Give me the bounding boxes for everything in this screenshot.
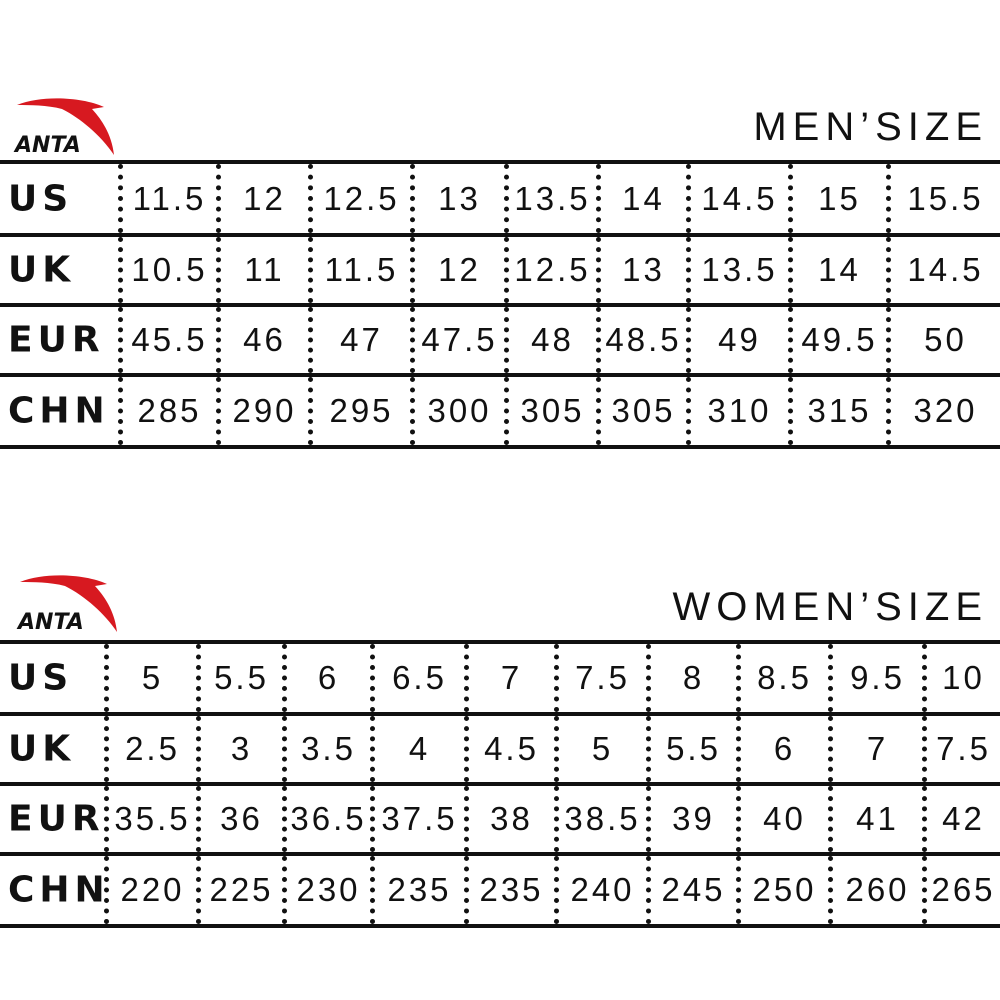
- size-cell: 6.5: [370, 644, 464, 712]
- size-row-us: US 5 5.5 6 6.5 7 7.5 8 8.5 9.5 10: [0, 640, 1000, 712]
- size-cell: 250: [736, 856, 828, 924]
- size-cell: 47.5: [410, 307, 504, 373]
- row-label: UK: [8, 249, 76, 291]
- row-label: EUR: [8, 798, 105, 840]
- size-cell: 320: [886, 377, 1000, 445]
- size-cell: 15: [788, 164, 886, 233]
- size-cell: 38.5: [554, 786, 646, 852]
- size-row-uk: UK 10.5 11 11.5 12 12.5 13 13.5 14 14.5: [0, 233, 1000, 303]
- row-label: US: [8, 657, 74, 699]
- size-cell: 260: [828, 856, 922, 924]
- size-cell: 220: [104, 856, 196, 924]
- size-cell: 11.5: [118, 164, 216, 233]
- size-cell: 11.5: [308, 237, 410, 303]
- row-label: US: [8, 178, 74, 219]
- size-cell: 36.5: [282, 786, 370, 852]
- size-cell: 47: [308, 307, 410, 373]
- size-cell: 13.5: [504, 164, 596, 233]
- size-cell: 9.5: [828, 644, 922, 712]
- size-row-uk: UK 2.5 3 3.5 4 4.5 5 5.5 6 7 7.5: [0, 712, 1000, 782]
- size-cell: 230: [282, 856, 370, 924]
- size-cell: 13: [410, 164, 504, 233]
- size-cell: 38: [464, 786, 554, 852]
- size-cell: 240: [554, 856, 646, 924]
- size-cell: 10: [922, 644, 1000, 712]
- size-cell: 285: [118, 377, 216, 445]
- size-row-chn: CHN 220 225 230 235 235 240 245 250 260 265: [0, 852, 1000, 928]
- size-cell: 4.5: [464, 716, 554, 782]
- size-cell: 305: [596, 377, 686, 445]
- size-cell: 36: [196, 786, 282, 852]
- size-cell: 13.5: [686, 237, 788, 303]
- size-cell: 40: [736, 786, 828, 852]
- size-cell: 14.5: [886, 237, 1000, 303]
- size-cell: 12.5: [308, 164, 410, 233]
- size-cell: 3: [196, 716, 282, 782]
- size-cell: 35.5: [104, 786, 196, 852]
- size-cell: 300: [410, 377, 504, 445]
- size-cell: 11: [216, 237, 308, 303]
- size-cell: 5.5: [646, 716, 736, 782]
- size-cell: 14: [788, 237, 886, 303]
- size-cell: 12: [410, 237, 504, 303]
- size-cell: 305: [504, 377, 596, 445]
- women-size-title: WOMEN’SIZE: [672, 585, 988, 629]
- size-cell: 290: [216, 377, 308, 445]
- size-cell: 49.5: [788, 307, 886, 373]
- row-label: UK: [8, 728, 76, 770]
- size-cell: 14: [596, 164, 686, 233]
- row-label: EUR: [8, 319, 105, 361]
- size-cell: 235: [464, 856, 554, 924]
- size-cell: 41: [828, 786, 922, 852]
- size-cell: 7.5: [554, 644, 646, 712]
- size-cell: 4: [370, 716, 464, 782]
- size-cell: 310: [686, 377, 788, 445]
- size-cell: 315: [788, 377, 886, 445]
- size-cell: 3.5: [282, 716, 370, 782]
- size-cell: 12: [216, 164, 308, 233]
- size-cell: 8: [646, 644, 736, 712]
- size-cell: 46: [216, 307, 308, 373]
- size-cell: 8.5: [736, 644, 828, 712]
- size-cell: 6: [282, 644, 370, 712]
- size-cell: 245: [646, 856, 736, 924]
- size-cell: 5.5: [196, 644, 282, 712]
- size-cell: 7: [464, 644, 554, 712]
- size-cell: 48.5: [596, 307, 686, 373]
- size-cell: 235: [370, 856, 464, 924]
- size-cell: 50: [886, 307, 1000, 373]
- size-cell: 15.5: [886, 164, 1000, 233]
- size-cell: 39: [646, 786, 736, 852]
- anta-logo: ANTA: [15, 574, 120, 634]
- size-cell: 5: [554, 716, 646, 782]
- size-cell: 265: [922, 856, 1000, 924]
- size-row-us: US 11.5 12 12.5 13 13.5 14 14.5 15 15.5: [0, 160, 1000, 233]
- men-size-title: MEN’SIZE: [753, 105, 988, 149]
- size-row-chn: CHN 285 290 295 300 305 305 310 315 320: [0, 373, 1000, 449]
- size-cell: 12.5: [504, 237, 596, 303]
- svg-text:ANTA: ANTA: [13, 133, 81, 157]
- size-cell: 5: [104, 644, 196, 712]
- size-cell: 37.5: [370, 786, 464, 852]
- svg-text:ANTA: ANTA: [16, 610, 84, 634]
- size-cell: 10.5: [118, 237, 216, 303]
- size-cell: 48: [504, 307, 596, 373]
- anta-logo: ANTA: [12, 97, 117, 157]
- size-cell: 7.5: [922, 716, 1000, 782]
- size-cell: 225: [196, 856, 282, 924]
- size-cell: 6: [736, 716, 828, 782]
- size-row-eur: EUR 45.5 46 47 47.5 48 48.5 49 49.5 50: [0, 303, 1000, 373]
- size-cell: 14.5: [686, 164, 788, 233]
- size-cell: 45.5: [118, 307, 216, 373]
- size-cell: 2.5: [104, 716, 196, 782]
- row-label: CHN: [8, 390, 110, 432]
- size-cell: 42: [922, 786, 1000, 852]
- row-label: CHN: [8, 869, 110, 911]
- size-cell: 13: [596, 237, 686, 303]
- size-cell: 295: [308, 377, 410, 445]
- size-cell: 7: [828, 716, 922, 782]
- size-cell: 49: [686, 307, 788, 373]
- size-row-eur: EUR 35.5 36 36.5 37.5 38 38.5 39 40 41 42: [0, 782, 1000, 852]
